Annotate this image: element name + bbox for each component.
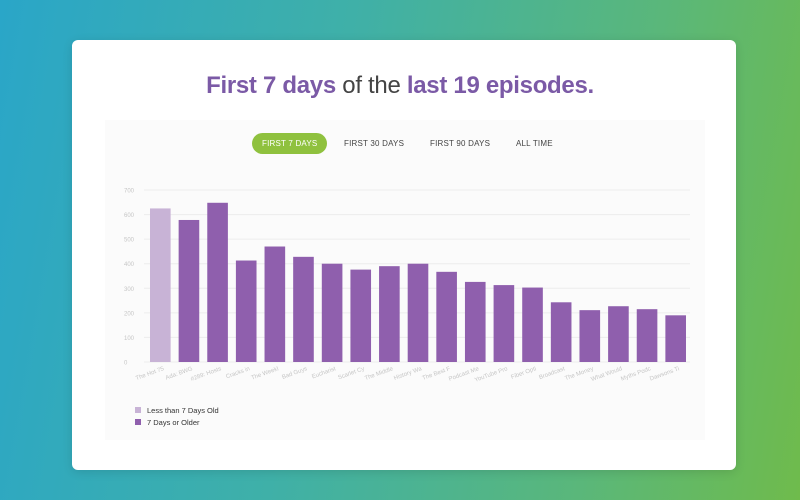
x-tick-label: The Money xyxy=(564,366,594,382)
y-tick-label: 700 xyxy=(124,189,135,195)
bar-2[interactable] xyxy=(207,202,228,362)
x-tick-label: Myths Podc xyxy=(620,366,652,382)
bar-8[interactable] xyxy=(379,266,400,362)
legend-item-older[interactable]: 7 Days or Older xyxy=(135,416,219,428)
y-tick-label: 500 xyxy=(124,238,135,244)
x-tick-label: The Weekl xyxy=(251,366,280,381)
bar-1[interactable] xyxy=(178,219,200,362)
x-tick-label: YouTube Pro xyxy=(474,366,509,384)
x-tick-label: Broadcast xyxy=(538,366,566,381)
tab-first-90-days[interactable]: FIRST 90 DAYS xyxy=(430,139,491,148)
bar-3[interactable] xyxy=(235,260,257,362)
bar-5[interactable] xyxy=(293,256,314,362)
y-tick-label: 400 xyxy=(124,262,135,268)
y-tick-label: 200 xyxy=(124,311,135,317)
bar-17[interactable] xyxy=(636,309,658,362)
x-tick-label: Eucharist xyxy=(311,366,337,380)
bar-14[interactable] xyxy=(550,302,572,362)
bar-6[interactable] xyxy=(321,263,343,362)
bar-4[interactable] xyxy=(264,246,286,362)
tab-all-time[interactable]: ALL TIME xyxy=(516,139,553,148)
x-tick-label: Scarlet Cy xyxy=(337,366,365,381)
x-tick-label: Fiber Opti xyxy=(510,366,537,381)
legend-swatch-recent xyxy=(135,407,141,413)
x-tick-label: Cracks in xyxy=(225,366,251,380)
x-tick-label: #289: Hosts xyxy=(190,366,222,383)
bar-16[interactable] xyxy=(608,306,629,362)
legend-swatch-older xyxy=(135,419,141,425)
y-tick-label: 100 xyxy=(124,336,135,342)
y-tick-label: 0 xyxy=(124,361,128,367)
x-tick-label: Ada: BWG xyxy=(165,366,194,381)
tab-first-7-days[interactable]: FIRST 7 DAYS xyxy=(252,133,328,154)
bar-12[interactable] xyxy=(493,285,515,362)
bar-11[interactable] xyxy=(464,281,486,362)
bar-13[interactable] xyxy=(522,287,543,362)
headline-connector: of the xyxy=(335,72,407,99)
x-tick-label: Bad Guys xyxy=(281,366,308,381)
bar-10[interactable] xyxy=(436,271,457,362)
bar-9[interactable] xyxy=(407,263,429,362)
tab-first-30-days[interactable]: FIRST 30 DAYS xyxy=(344,139,405,148)
x-tick-label: The Hot 75 xyxy=(135,366,166,382)
x-tick-label: History Wa xyxy=(393,366,423,382)
headline-days: First 7 days xyxy=(206,72,336,99)
chart-legend: Less than 7 Days Old 7 Days or Older xyxy=(135,404,219,428)
y-tick-label: 600 xyxy=(124,213,135,219)
legend-label-recent: Less than 7 Days Old xyxy=(147,405,219,415)
headline-episodes: last 19 episodes. xyxy=(406,72,594,99)
bar-7[interactable] xyxy=(350,269,372,362)
x-tick-label: What Would xyxy=(590,366,623,383)
x-tick-label: The Middle xyxy=(364,366,395,382)
chart-area xyxy=(105,120,705,440)
headline: First 7 days of the last 19 episodes. xyxy=(0,72,800,100)
x-tick-label: Dawsons Ti xyxy=(649,366,680,382)
bar-0[interactable] xyxy=(150,208,171,362)
y-tick-label: 300 xyxy=(124,287,135,293)
x-tick-label: The Best F xyxy=(422,366,452,382)
bar-18[interactable] xyxy=(665,315,686,362)
legend-item-recent[interactable]: Less than 7 Days Old xyxy=(135,404,219,416)
bar-15[interactable] xyxy=(579,310,601,362)
legend-label-older: 7 Days or Older xyxy=(147,417,200,427)
